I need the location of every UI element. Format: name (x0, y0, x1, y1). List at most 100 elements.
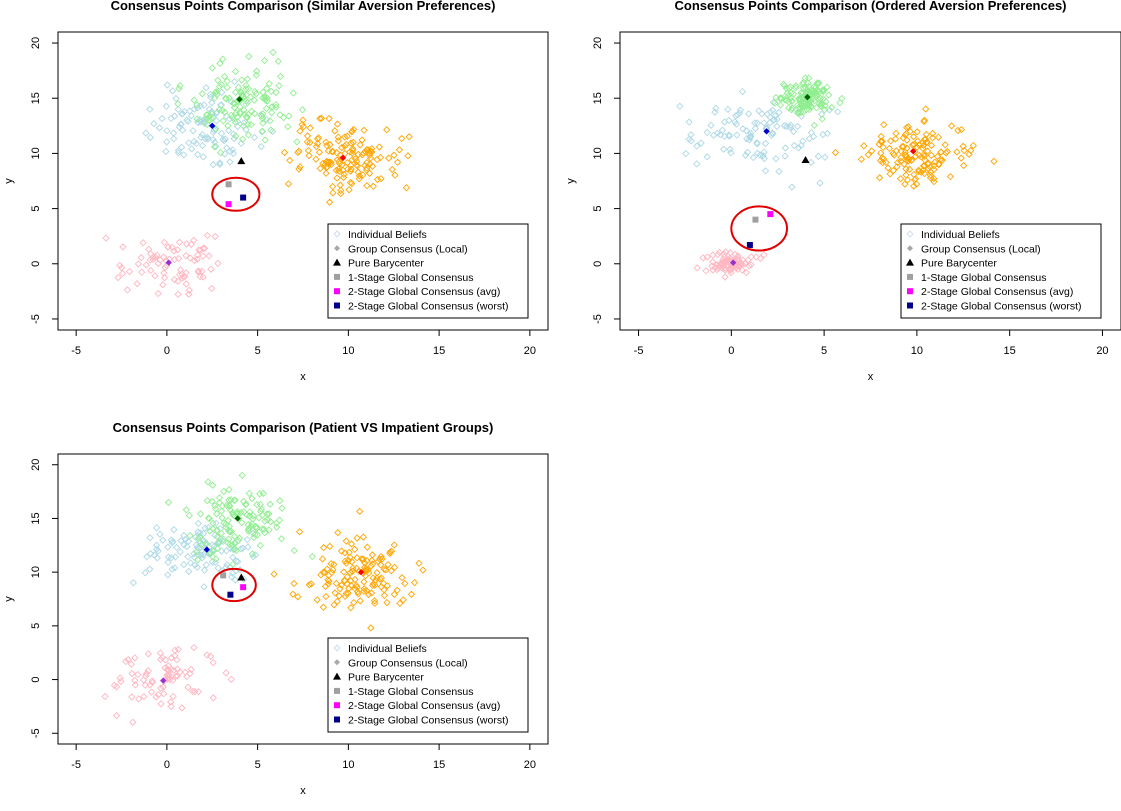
individual-belief-point (363, 158, 371, 167)
individual-belief-point (323, 163, 331, 171)
individual-belief-point (160, 690, 168, 698)
individual-belief-point (809, 132, 818, 141)
two-stage-avg-consensus-point (225, 201, 232, 208)
individual-belief-point (171, 553, 180, 561)
individual-belief-point (218, 106, 226, 115)
individual-belief-point (268, 109, 276, 117)
individual-belief-point (272, 519, 281, 527)
individual-belief-point (328, 148, 336, 156)
individual-belief-point (190, 137, 198, 146)
individual-belief-point (229, 553, 237, 562)
individual-belief-point (353, 162, 362, 170)
individual-belief-point (196, 510, 205, 518)
individual-belief-point (857, 155, 866, 163)
individual-belief-point (116, 261, 124, 270)
individual-belief-point (168, 87, 177, 95)
individual-belief-point (196, 533, 204, 541)
individual-belief-point (267, 126, 275, 134)
individual-belief-point (144, 667, 152, 675)
individual-belief-point (722, 248, 730, 256)
individual-belief-point (348, 179, 356, 188)
individual-belief-point (257, 142, 265, 151)
individual-belief-point (878, 154, 886, 162)
individual-belief-point (901, 131, 909, 139)
individual-belief-point (348, 128, 356, 136)
individual-belief-point (751, 124, 760, 133)
x-tick-label: 15 (1004, 345, 1016, 357)
individual-belief-point (387, 567, 395, 575)
individual-belief-point (725, 116, 733, 124)
individual-belief-point (209, 519, 217, 527)
individual-belief-point (209, 525, 217, 533)
individual-belief-point (954, 126, 962, 135)
legend-label: Group Consensus (Local) (921, 243, 1041, 255)
individual-belief-point (816, 179, 824, 187)
individual-belief-point (904, 123, 912, 131)
individual-belief-point (180, 151, 188, 159)
individual-belief-point (235, 534, 244, 542)
individual-belief-point (818, 115, 826, 123)
individual-belief-point (356, 597, 364, 605)
individual-belief-point (248, 494, 256, 503)
individual-belief-point (802, 105, 811, 114)
individual-belief-point (306, 124, 314, 132)
individual-belief-point (348, 156, 356, 164)
individual-belief-point (720, 118, 729, 126)
individual-belief-point (333, 174, 341, 182)
individual-belief-point (924, 159, 933, 167)
individual-belief-point (147, 688, 156, 696)
individual-belief-point (209, 135, 217, 144)
individual-belief-point (215, 494, 224, 502)
individual-belief-point (685, 135, 693, 144)
individual-belief-point (313, 139, 322, 148)
individual-belief-point (207, 652, 215, 660)
individual-belief-point (776, 101, 785, 109)
individual-belief-point (242, 500, 250, 508)
legend-label: 2-Stage Global Consensus (worst) (921, 301, 1082, 313)
individual-belief-point (732, 112, 740, 120)
individual-belief-point (204, 135, 212, 143)
individual-belief-point (265, 80, 273, 88)
individual-belief-point (889, 149, 897, 158)
individual-belief-point (373, 155, 381, 164)
individual-belief-point (200, 566, 209, 574)
individual-belief-point (739, 125, 747, 133)
individual-belief-point (906, 165, 914, 173)
individual-belief-point (174, 277, 182, 285)
individual-belief-point (209, 658, 217, 667)
individual-belief-point (321, 160, 329, 169)
individual-belief-point (208, 109, 216, 118)
individual-belief-point (299, 116, 307, 124)
individual-belief-point (369, 580, 378, 588)
individual-belief-point (238, 471, 246, 479)
individual-belief-point (360, 563, 369, 571)
individual-belief-point (807, 103, 815, 111)
individual-belief-point (260, 56, 269, 65)
individual-belief-point (787, 121, 795, 129)
individual-belief-point (201, 524, 209, 532)
legend-marker (334, 702, 340, 709)
individual-belief-point (897, 157, 905, 166)
individual-belief-point (190, 256, 198, 265)
individual-belief-point (228, 509, 237, 517)
individual-belief-point (212, 117, 221, 125)
individual-belief-point (150, 119, 158, 128)
individual-belief-point (178, 274, 187, 282)
individual-belief-point (233, 113, 242, 121)
individual-belief-point (250, 96, 259, 104)
individual-belief-point (276, 111, 284, 119)
legend-box (327, 637, 529, 733)
individual-belief-point (347, 139, 355, 147)
y-axis-label: y (3, 178, 15, 184)
individual-belief-point (164, 571, 172, 579)
individual-belief-point (266, 117, 274, 125)
individual-belief-point (349, 145, 357, 153)
individual-belief-point (203, 133, 212, 142)
individual-belief-point (926, 168, 935, 176)
individual-belief-point (723, 261, 732, 269)
individual-belief-point (404, 152, 412, 160)
individual-belief-point (805, 100, 813, 108)
individual-belief-point (390, 590, 399, 598)
individual-belief-point (296, 127, 304, 135)
individual-belief-point (193, 563, 201, 571)
